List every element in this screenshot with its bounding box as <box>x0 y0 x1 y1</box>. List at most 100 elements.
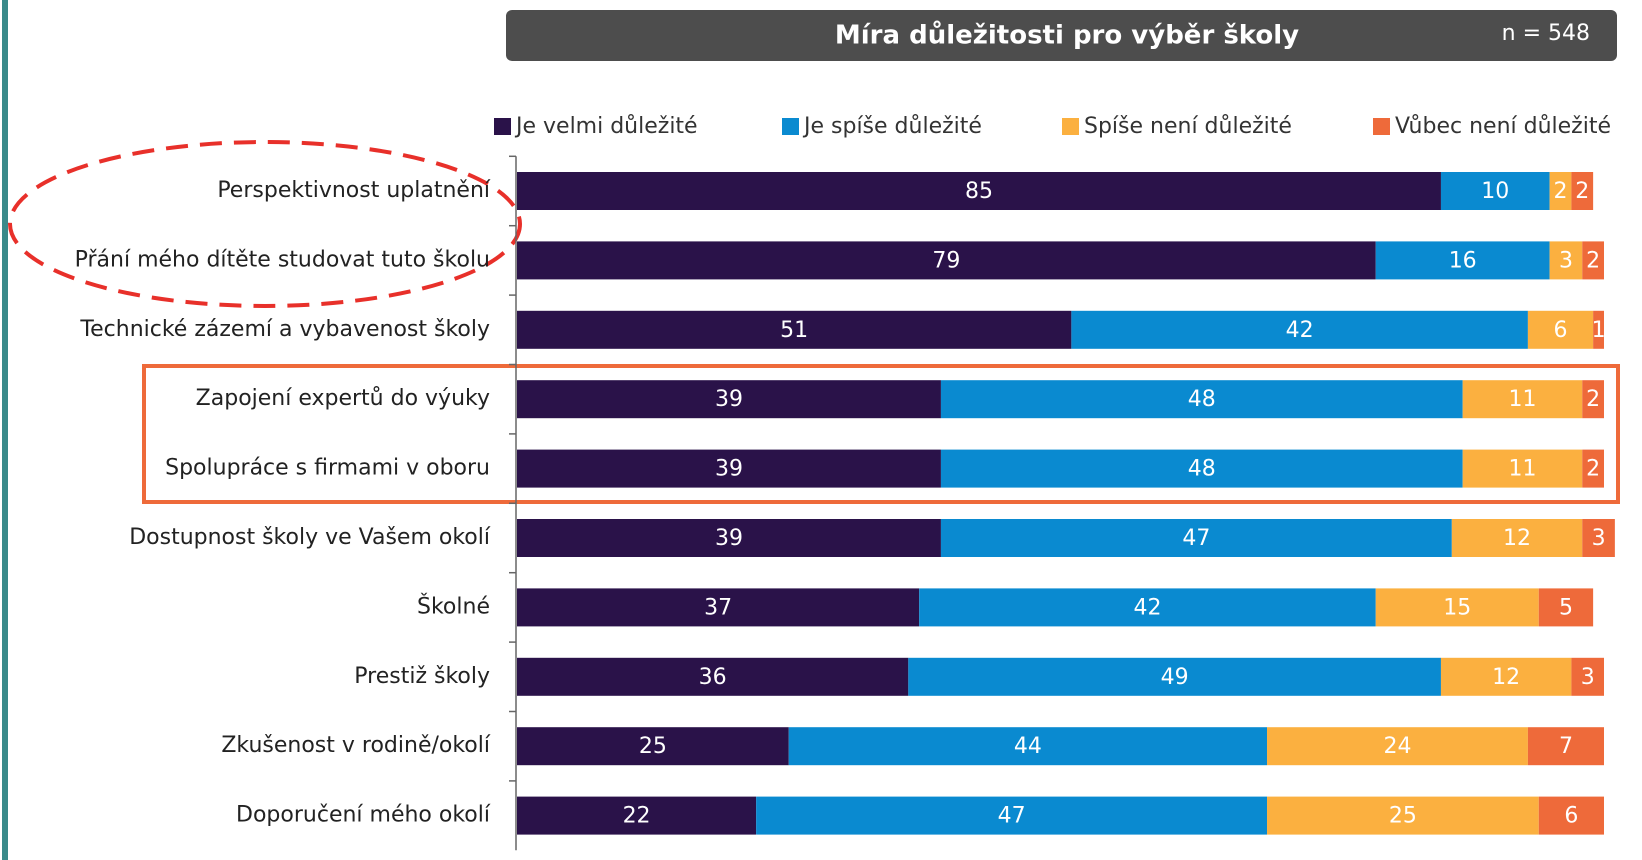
value-label: 49 <box>1161 665 1189 690</box>
bar-segment <box>517 449 941 488</box>
value-label: 2 <box>1575 179 1589 204</box>
value-label: 3 <box>1592 526 1606 551</box>
bar-segment <box>517 241 1376 280</box>
value-label: 3 <box>1581 665 1595 690</box>
value-label: 44 <box>1014 734 1042 759</box>
bar-segment <box>940 519 1452 557</box>
bar-segment <box>1267 796 1539 835</box>
category-label: Zkušenost v rodině/okolí <box>221 733 491 758</box>
value-label: 15 <box>1443 595 1471 620</box>
bar-segment <box>1440 657 1572 696</box>
bar-segment <box>1538 588 1594 627</box>
value-label: 25 <box>639 734 667 759</box>
highlight-box <box>142 364 1620 504</box>
chart-title: Míra důležitosti pro výběr školy <box>835 20 1299 51</box>
highlight-ellipse <box>8 140 522 308</box>
bar-segment <box>1571 657 1604 696</box>
bar-segment <box>1549 241 1583 280</box>
value-label: 39 <box>715 526 743 551</box>
legend-swatch <box>494 118 511 135</box>
bar-segment <box>1582 241 1604 280</box>
legend-label: Je velmi důležité <box>514 114 698 139</box>
bar-segment <box>1571 172 1594 210</box>
value-label: 10 <box>1481 179 1509 204</box>
bar-segment <box>517 310 1072 349</box>
value-label: 2 <box>1586 248 1600 273</box>
category-label: Prestiž školy <box>354 664 490 689</box>
bar-segment <box>517 380 941 419</box>
legend-swatch <box>1062 118 1079 135</box>
bar-segment <box>940 449 1463 488</box>
bar-segment <box>517 172 1441 210</box>
bar-segment <box>788 727 1268 766</box>
legend-label: Spíše není důležité <box>1084 114 1292 139</box>
value-label: 5 <box>1559 595 1573 620</box>
value-label: 47 <box>998 804 1026 829</box>
bar-segment <box>1462 380 1583 419</box>
value-label: 16 <box>1449 248 1477 273</box>
value-label: 12 <box>1492 665 1520 690</box>
value-label: 47 <box>1182 526 1210 551</box>
bar-segment <box>1440 172 1550 210</box>
category-label: Perspektivnost uplatnění <box>217 178 491 203</box>
value-label: 36 <box>699 665 727 690</box>
bar-segment <box>1267 727 1528 766</box>
bar-segment <box>1582 519 1615 557</box>
bar-segment <box>1582 449 1604 488</box>
bar-segment <box>517 727 789 766</box>
bar-segment <box>517 588 920 627</box>
value-label: 6 <box>1564 804 1578 829</box>
bar-segment <box>517 796 757 835</box>
value-label: 12 <box>1503 526 1531 551</box>
bar-segment <box>1549 172 1572 210</box>
bar-segment <box>517 657 909 696</box>
category-label: Technické zázemí a vybavenost školy <box>79 317 490 342</box>
category-label: Doporučení mého okolí <box>236 803 491 828</box>
bar-segment <box>1593 310 1604 349</box>
bar-segment <box>1375 588 1539 627</box>
legend-label: Je spíše důležité <box>802 114 982 139</box>
legend-label: Vůbec není důležité <box>1395 114 1611 139</box>
bar-segment <box>1375 241 1550 280</box>
sample-size: n = 548 <box>1502 21 1590 46</box>
value-label: 39 <box>715 387 743 412</box>
bar-segment <box>1451 519 1583 557</box>
bar-segment <box>1538 796 1604 835</box>
value-label: 85 <box>965 179 993 204</box>
bar-segment <box>1071 310 1528 349</box>
value-label: 42 <box>1133 595 1161 620</box>
value-label: 51 <box>780 318 808 343</box>
value-label: 11 <box>1508 387 1536 412</box>
value-label: 24 <box>1383 734 1411 759</box>
bar-segment <box>1582 380 1604 419</box>
bar-segment <box>756 796 1268 835</box>
category-label: Zapojení expertů do výuky <box>196 386 490 411</box>
legend-swatch <box>782 118 799 135</box>
value-label: 3 <box>1559 248 1573 273</box>
value-label: 1 <box>1592 318 1606 343</box>
bar-segment <box>940 380 1463 419</box>
value-label: 39 <box>715 457 743 482</box>
value-label: 79 <box>932 248 960 273</box>
bar-segment <box>1527 310 1594 349</box>
value-label: 48 <box>1188 457 1216 482</box>
value-label: 2 <box>1554 179 1568 204</box>
value-label: 6 <box>1554 318 1568 343</box>
bar-segment <box>1462 449 1583 488</box>
category-label: Školné <box>417 593 490 619</box>
value-label: 11 <box>1508 457 1536 482</box>
value-label: 37 <box>704 595 732 620</box>
bar-segment <box>1527 727 1604 766</box>
legend-swatch <box>1373 118 1390 135</box>
header-box <box>506 10 1617 61</box>
bar-segment <box>919 588 1376 627</box>
value-label: 2 <box>1586 457 1600 482</box>
value-label: 7 <box>1559 734 1573 759</box>
value-label: 2 <box>1586 387 1600 412</box>
category-label: Přání mého dítěte studovat tuto školu <box>75 247 490 272</box>
category-label: Spolupráce s firmami v oboru <box>165 456 490 481</box>
bar-segment <box>517 519 941 557</box>
bar-segment <box>908 657 1441 696</box>
value-label: 48 <box>1188 387 1216 412</box>
